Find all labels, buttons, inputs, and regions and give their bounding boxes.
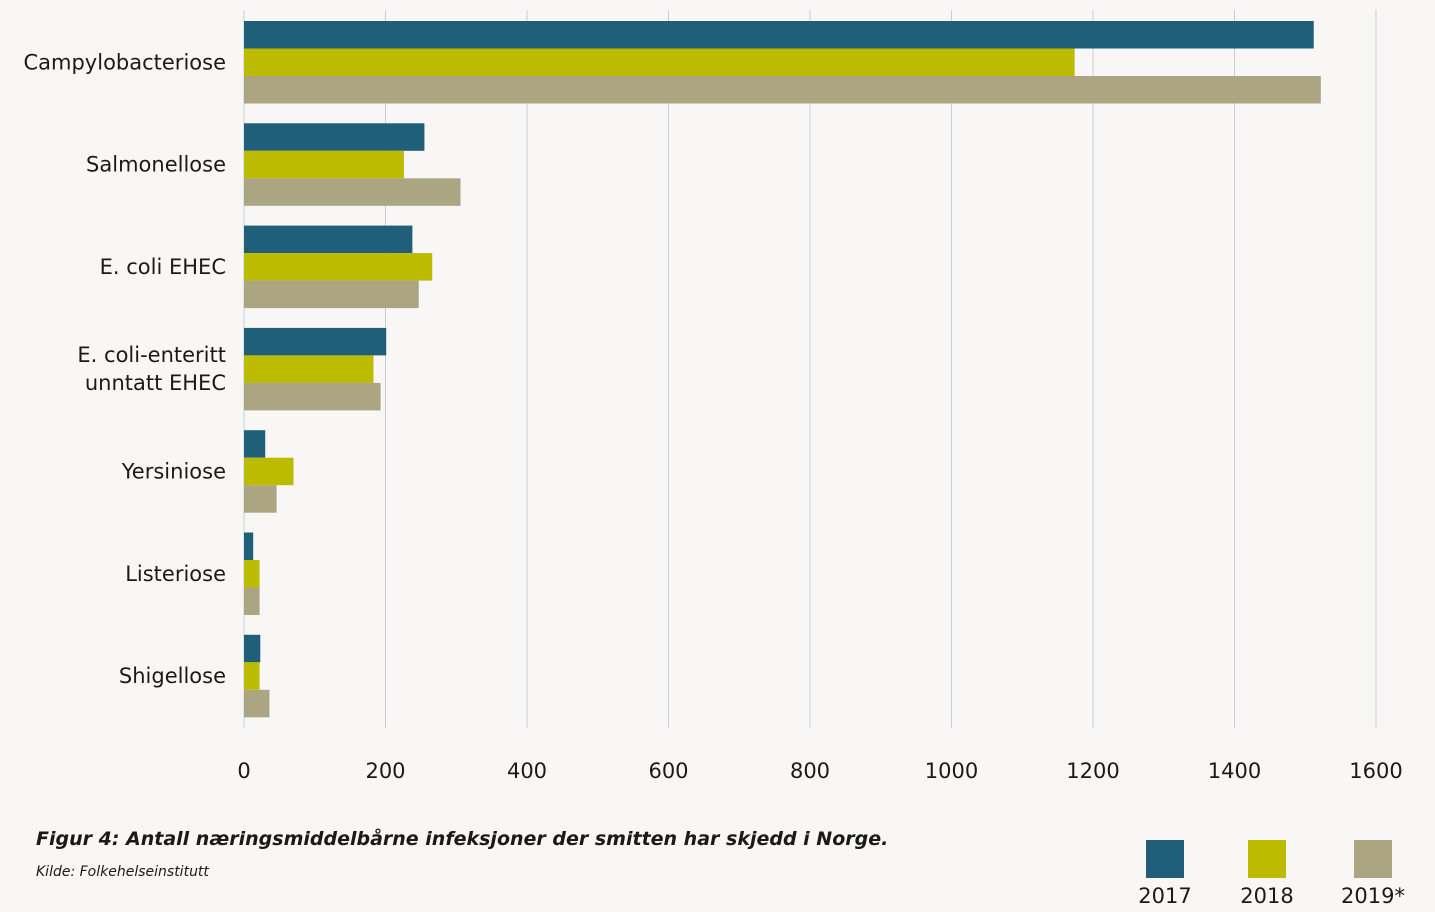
grid-lines [243, 10, 1377, 728]
bar-2017-2 [244, 225, 413, 254]
legend-item-2019: 2019* [1328, 840, 1418, 908]
source-note: Kilde: Folkehelseinstitutt [36, 864, 209, 880]
bar-2018-4 [244, 457, 294, 486]
legend-swatch-2019 [1354, 840, 1392, 878]
bar-2018-5 [244, 560, 260, 588]
x-tick-label-1400: 1400 [1208, 759, 1261, 783]
figure-caption: Figur 4: Antall næringsmiddelbårne infek… [36, 828, 889, 850]
bar-2017-0 [244, 21, 1314, 49]
category-label-6: Shigellose [119, 664, 226, 688]
bar-chart: Campylobacteriose Salmonellose E. coli EHE… [23, 10, 1403, 783]
bar-2019-3 [244, 382, 381, 411]
bar-2017-5 [244, 532, 254, 560]
bar-2018-2 [244, 253, 433, 281]
legend: 2017 2018 2019* [1120, 840, 1420, 912]
category-label-4: Yersiniose [121, 459, 226, 483]
category-label-0: Campylobacteriose [23, 50, 226, 74]
category-label-2: E. coli EHEC [100, 255, 226, 279]
legend-label-2018: 2018 [1240, 884, 1294, 908]
x-tick-label-600: 600 [648, 759, 688, 783]
x-tick-label-400: 400 [507, 759, 547, 783]
bar-2017-4 [244, 430, 266, 458]
category-label-5: Listeriose [125, 562, 226, 586]
category-labels: Campylobacteriose Salmonellose E. coli EHE… [23, 50, 226, 688]
legend-label-2019: 2019* [1341, 884, 1405, 908]
bar-2017-3 [244, 327, 387, 356]
bar-2018-1 [244, 150, 404, 179]
bar-2018-3 [244, 355, 374, 383]
bar-2019-4 [244, 485, 277, 513]
bars [244, 21, 1321, 718]
category-label-3: E. coli-enteritt unntatt EHEC [77, 343, 226, 395]
legend-swatch-2017 [1146, 840, 1184, 878]
legend-item-2018: 2018 [1222, 840, 1312, 908]
x-tick-label-200: 200 [365, 759, 405, 783]
x-tick-label-1000: 1000 [925, 759, 978, 783]
bar-2019-1 [244, 178, 461, 206]
category-label-1: Salmonellose [86, 153, 226, 177]
legend-label-2017: 2017 [1138, 884, 1192, 908]
bar-2019-5 [244, 587, 260, 615]
x-tick-label-1200: 1200 [1066, 759, 1119, 783]
x-tick-label-800: 800 [790, 759, 830, 783]
x-tick-label-0: 0 [237, 759, 250, 783]
bar-2018-6 [244, 662, 260, 690]
bar-2017-6 [244, 634, 261, 663]
bar-2019-2 [244, 280, 419, 309]
x-tick-label-1600: 1600 [1349, 759, 1402, 783]
bar-2019-6 [244, 689, 270, 718]
bar-2019-0 [244, 76, 1321, 104]
x-tick-labels: 0 200 400 600 800 1000 1200 1400 1600 [237, 759, 1402, 783]
legend-swatch-2018 [1248, 840, 1286, 878]
bar-2017-1 [244, 123, 425, 151]
bar-2018-0 [244, 48, 1075, 76]
legend-item-2017: 2017 [1120, 840, 1210, 908]
